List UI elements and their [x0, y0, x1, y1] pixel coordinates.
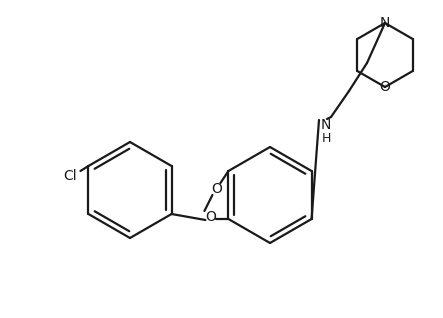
Text: O: O [211, 182, 222, 196]
Text: N: N [321, 118, 331, 132]
Text: O: O [205, 210, 216, 224]
Text: Cl: Cl [64, 169, 77, 183]
Text: O: O [380, 80, 390, 94]
Text: N: N [380, 16, 390, 30]
Text: H: H [321, 132, 330, 144]
